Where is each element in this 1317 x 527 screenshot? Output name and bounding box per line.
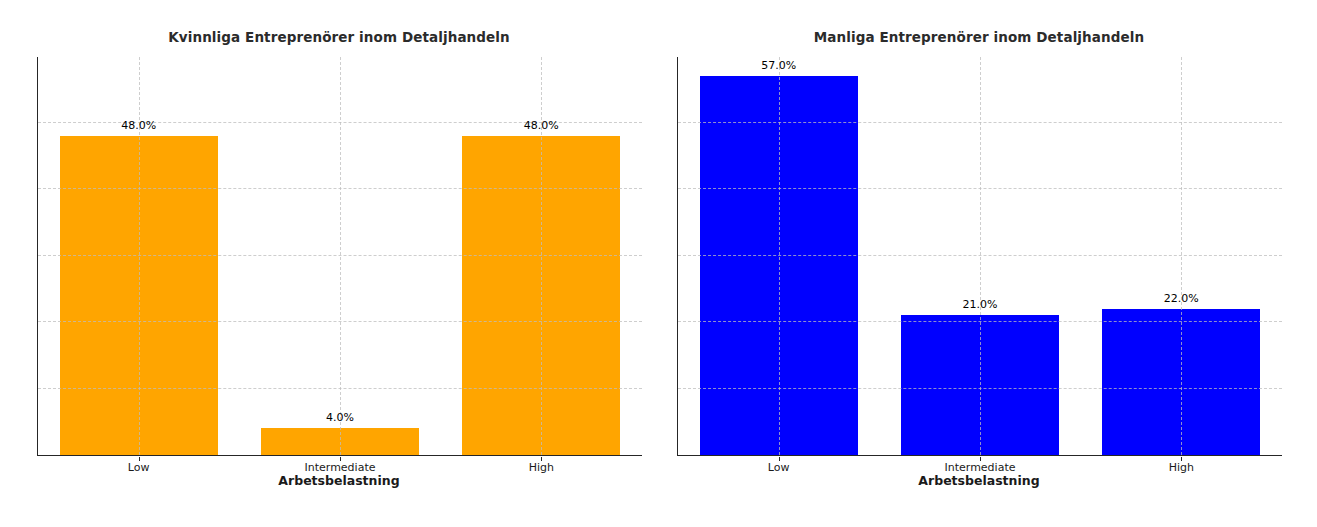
figure: Kvinnliga Entreprenörer inom Detaljhande… — [0, 0, 1317, 527]
bar-value-label: 48.0% — [121, 119, 156, 132]
x-tick-mark — [139, 457, 140, 461]
bar-value-label: 22.0% — [1164, 292, 1199, 305]
x-tick-mark — [779, 457, 780, 461]
plot-area-kvinnliga: 48.0%Low4.0%Intermediate48.0%High — [37, 57, 642, 456]
bar-value-label: 57.0% — [761, 59, 796, 72]
bar-value-label: 4.0% — [326, 411, 354, 424]
v-gridline — [139, 57, 140, 455]
x-tick-mark — [340, 457, 341, 461]
x-tick-mark — [980, 457, 981, 461]
v-gridline — [779, 57, 780, 455]
chart-title-kvinnliga: Kvinnliga Entreprenörer inom Detaljhande… — [37, 29, 641, 49]
x-axis-label-manliga: Arbetsbelastning — [677, 473, 1281, 488]
v-gridline — [340, 57, 341, 455]
x-tick-mark — [541, 457, 542, 461]
v-gridline — [1181, 57, 1182, 455]
x-axis-label-kvinnliga: Arbetsbelastning — [37, 473, 641, 488]
bar-value-label: 48.0% — [524, 119, 559, 132]
bar-value-label: 21.0% — [963, 298, 998, 311]
v-gridline — [980, 57, 981, 455]
plot-area-manliga: 57.0%Low21.0%Intermediate22.0%High — [677, 57, 1282, 456]
chart-title-manliga: Manliga Entreprenörer inom Detaljhandeln — [677, 29, 1281, 49]
x-tick-mark — [1181, 457, 1182, 461]
v-gridline — [541, 57, 542, 455]
